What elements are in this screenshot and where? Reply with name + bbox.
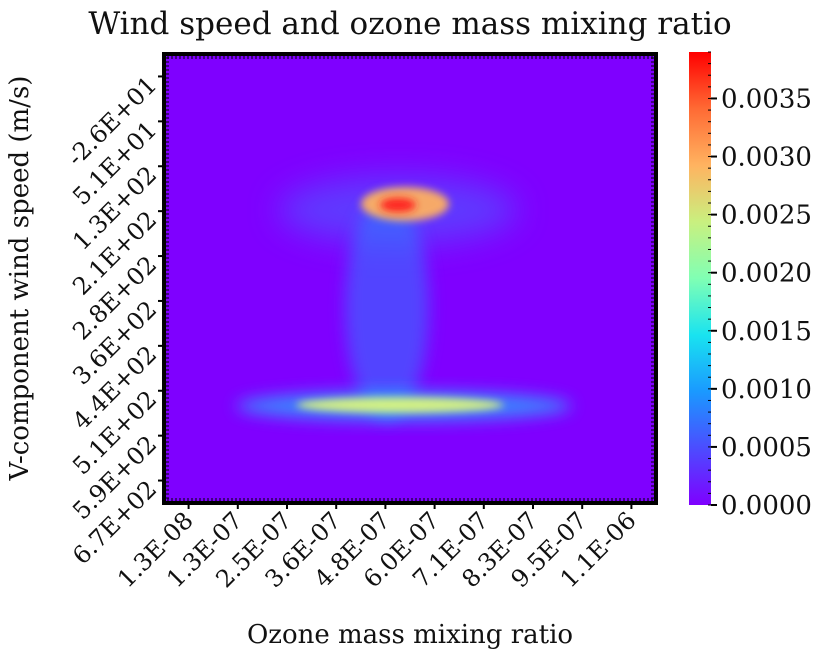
colorbar-tick-label: 0.0000: [721, 491, 812, 521]
colorbar-tick-label: 0.0015: [721, 317, 812, 347]
colorbar-ticks: 0.0000 0.0005 0.0010 0.0015 0.0020 0.0025 0.00…: [708, 51, 812, 521]
colorbar-tick-label: 0.0035: [721, 84, 812, 114]
minor-ticks: [163, 53, 657, 503]
density-blob-lower-core: [296, 397, 504, 413]
colorbar-tick-label: 0.0025: [721, 201, 812, 231]
colorbar-gradient: [689, 52, 711, 505]
colorbar-tick-label: 0.0010: [721, 375, 812, 405]
plot-area: [162, 52, 658, 505]
colorbar: 0.0000 0.0005 0.0010 0.0015 0.0020 0.0025 0.00…: [689, 51, 812, 521]
colorbar-tick-label: 0.0005: [721, 433, 812, 463]
density-blob-upper-hot: [380, 198, 416, 212]
density-blob-stem: [345, 196, 429, 420]
density-overlay: [236, 176, 572, 421]
colorbar-tick-label: 0.0020: [721, 259, 812, 289]
y-axis-label: V-component wind speed (m/s): [5, 76, 35, 482]
colorbar-tick-label: 0.0030: [721, 143, 812, 173]
x-axis-label: Ozone mass mixing ratio: [247, 620, 573, 650]
x-axis-ticks: 1.3E-081.3E-072.5E-073.6E-074.8E-076.0E-…: [112, 503, 642, 593]
y-axis-ticks: -2.6E+015.1E+011.3E+022.1E+022.8E+023.6E…: [62, 71, 164, 570]
chart-title: Wind speed and ozone mass mixing ratio: [88, 6, 731, 42]
